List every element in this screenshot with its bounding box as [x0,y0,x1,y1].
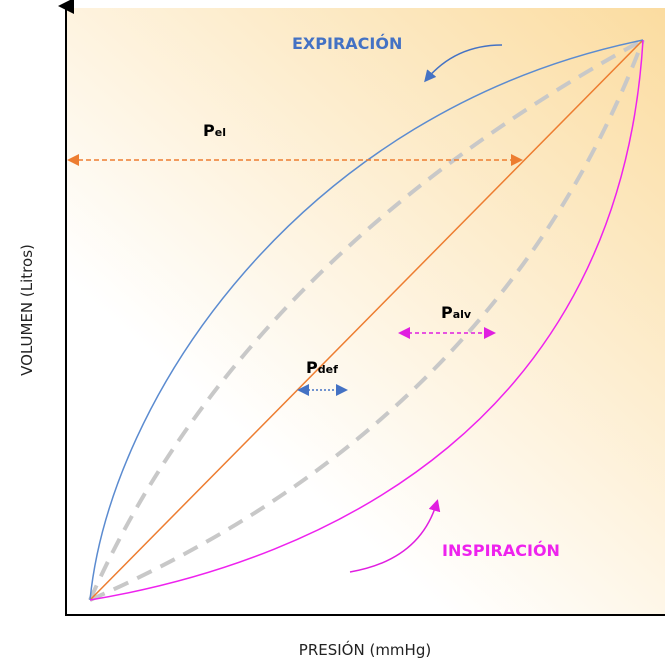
palv-label: Palv [441,303,472,322]
expiration-curve [89,39,644,601]
inspiration-label: INSPIRACIÓN [442,541,560,560]
dashed-curve [88,38,644,601]
subscript: alv [453,308,472,321]
compliance-line [89,39,644,601]
expiration-arrow [424,44,503,83]
background [66,8,665,615]
expiration-label: EXPIRACIÓN [292,34,402,53]
symbol: P [306,358,318,377]
symbol: P [203,121,215,140]
symbol: P [441,303,453,322]
pdef-label: Pdef [306,358,338,377]
subscript: el [215,126,226,139]
y-axis-label: VOLUMEN (Litros) [18,244,36,376]
x-axis-label: PRESIÓN (mmHg) [299,640,431,659]
pel-label: Pel [203,121,226,140]
inspiration-curve [89,39,644,601]
inspiration-arrow [349,499,441,573]
subscript: def [318,363,338,376]
